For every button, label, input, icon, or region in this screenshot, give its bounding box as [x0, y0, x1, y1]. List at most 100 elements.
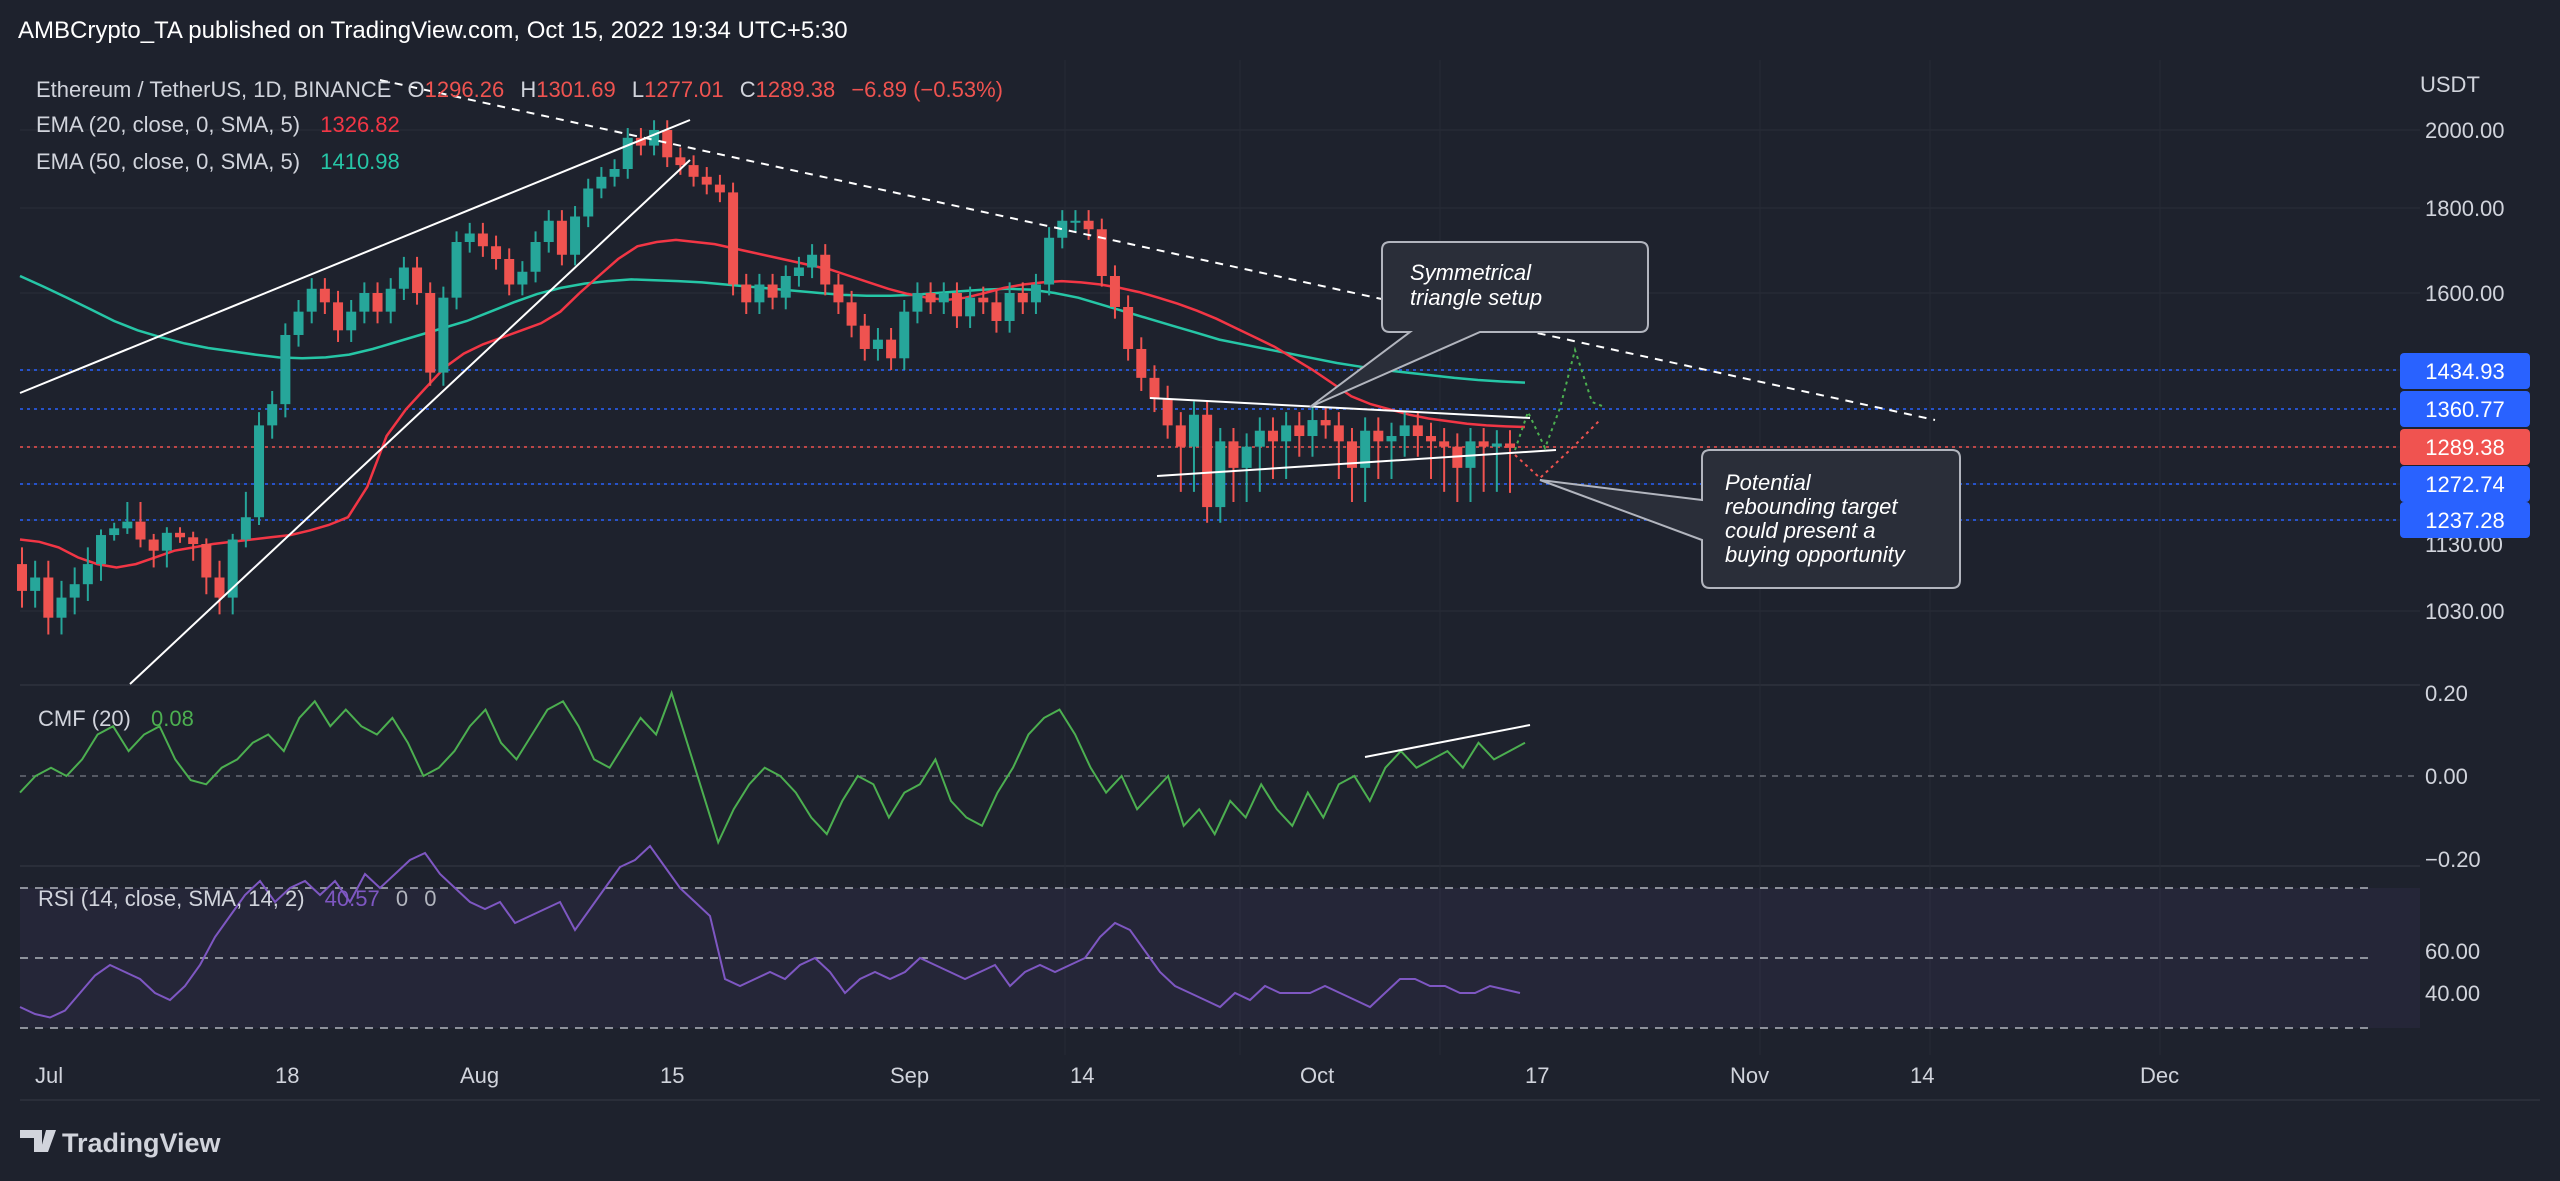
price-axis-label: 1030.00 — [2425, 599, 2505, 624]
candle-body — [1215, 441, 1226, 508]
candle-body — [991, 302, 1002, 321]
cmf-axis-label: 0.20 — [2425, 681, 2468, 706]
candle-body — [965, 297, 976, 317]
candle-body — [530, 242, 541, 272]
rsi-axis-label: 40.00 — [2425, 981, 2480, 1006]
price-axis-label: 2000.00 — [2425, 118, 2505, 143]
candle-body — [82, 564, 93, 585]
price-badge — [2400, 502, 2530, 538]
candle-body — [451, 242, 462, 298]
svg-text:Symmetrical triangle set: Symmetrical triangle setup — [1410, 260, 1542, 310]
candle-body — [464, 233, 475, 242]
candle-body — [1070, 220, 1081, 223]
candle-body — [30, 577, 41, 591]
candle-body — [793, 267, 804, 276]
candle-body — [293, 311, 304, 335]
candle-body — [1281, 425, 1292, 442]
candle-body — [833, 284, 844, 303]
price-badge — [2400, 429, 2530, 465]
time-axis-label: 14 — [1070, 1063, 1094, 1088]
candle-body — [1030, 284, 1041, 303]
candle-body — [319, 288, 330, 303]
candle-body — [477, 233, 488, 247]
candle-body — [1267, 430, 1278, 442]
candle-body — [570, 216, 581, 255]
legend-ema50: EMA (50, close, 0, SMA, 5) — [36, 149, 300, 174]
candle-body — [385, 288, 396, 312]
candle-body — [398, 267, 409, 289]
candle-body — [280, 334, 291, 405]
time-axis-label: Aug — [460, 1063, 499, 1088]
candle-body — [69, 584, 80, 598]
legend-cmf: CMF (20) — [38, 706, 131, 731]
price-badge-label: 1434.93 — [2425, 359, 2505, 384]
candle-body — [372, 293, 383, 312]
candle-body — [741, 284, 752, 303]
candle-body — [438, 297, 449, 373]
candle-body — [109, 528, 120, 536]
candle-body — [846, 302, 857, 326]
tradingview-logo: TradingView — [20, 1128, 222, 1158]
candle-body — [886, 339, 897, 359]
price-badge-label: 1237.28 — [2425, 508, 2505, 533]
trendlines — [19, 79, 1936, 685]
rsi-line — [19, 844, 1521, 1019]
candle-body — [662, 130, 673, 158]
cmf-pane: 0.20 0.00 −0.20 — [19, 681, 2481, 872]
candle-body — [1149, 377, 1160, 399]
price-badge — [2400, 466, 2530, 502]
candle-body — [938, 293, 949, 303]
rsi-pane: 60.00 40.00 — [19, 844, 2480, 1029]
candle-body — [491, 246, 502, 259]
candle-body — [306, 288, 317, 312]
time-axis-label: 18 — [275, 1063, 299, 1088]
candle-body — [1373, 430, 1384, 442]
candle-body — [1399, 425, 1410, 437]
cmf-trendline — [1364, 724, 1531, 758]
time-axis-label: Dec — [2140, 1063, 2179, 1088]
candle-body — [807, 254, 818, 268]
candle-body — [1320, 420, 1331, 426]
time-axis-label: 17 — [1525, 1063, 1549, 1088]
cmf-axis-label: 0.00 — [2425, 764, 2468, 789]
candle-body — [96, 535, 107, 565]
descending-resistance — [379, 79, 1936, 421]
svg-text:CMF (20) 0.08: CMF (20) 0.08 — [38, 706, 194, 731]
candle-body — [688, 165, 699, 177]
candle-body — [767, 284, 778, 298]
svg-text:EMA (50, close, 0, SMA, 5): EMA (50, close, 0, SMA, 5) 1410.98 — [36, 149, 400, 174]
candle-body — [859, 325, 870, 349]
candle-body — [609, 169, 620, 177]
candle-body — [135, 521, 146, 540]
legend-symbol: Ethereum / TetherUS, 1D, BINANCE — [36, 77, 391, 102]
price-badge — [2400, 391, 2530, 427]
candle-body — [556, 220, 567, 255]
candle-body — [214, 577, 225, 598]
candle-body — [1333, 425, 1344, 442]
triangle-lower — [1156, 449, 1557, 477]
candle-body — [1346, 441, 1357, 468]
candle-body — [649, 130, 660, 146]
price-axis-label: 1800.00 — [2425, 196, 2505, 221]
candle-body — [1083, 220, 1094, 230]
candle-body — [346, 311, 357, 331]
svg-text:EMA (20, close, 0, SMA, 5): EMA (20, close, 0, SMA, 5) 1326.82 — [36, 112, 400, 137]
candle-body — [267, 404, 278, 426]
channel-lower — [129, 159, 691, 685]
candle-body — [1057, 220, 1068, 238]
bear-projection — [1514, 419, 1601, 480]
candle-body — [978, 297, 989, 303]
candle-body — [1004, 293, 1015, 321]
level-badges: 1434.93 1360.77 1289.38 1272.74 1237.28 — [2400, 353, 2530, 538]
candle-body — [1096, 229, 1107, 276]
candle-body — [1386, 436, 1397, 442]
price-badge-label: 1289.38 — [2425, 435, 2505, 460]
price-badge — [2400, 353, 2530, 389]
candle-body — [17, 564, 27, 591]
candle-body — [1294, 425, 1305, 437]
candle-body — [1307, 420, 1318, 437]
candle-body — [820, 254, 831, 285]
candle-body — [1123, 306, 1134, 349]
time-axis-label: Sep — [890, 1063, 929, 1088]
